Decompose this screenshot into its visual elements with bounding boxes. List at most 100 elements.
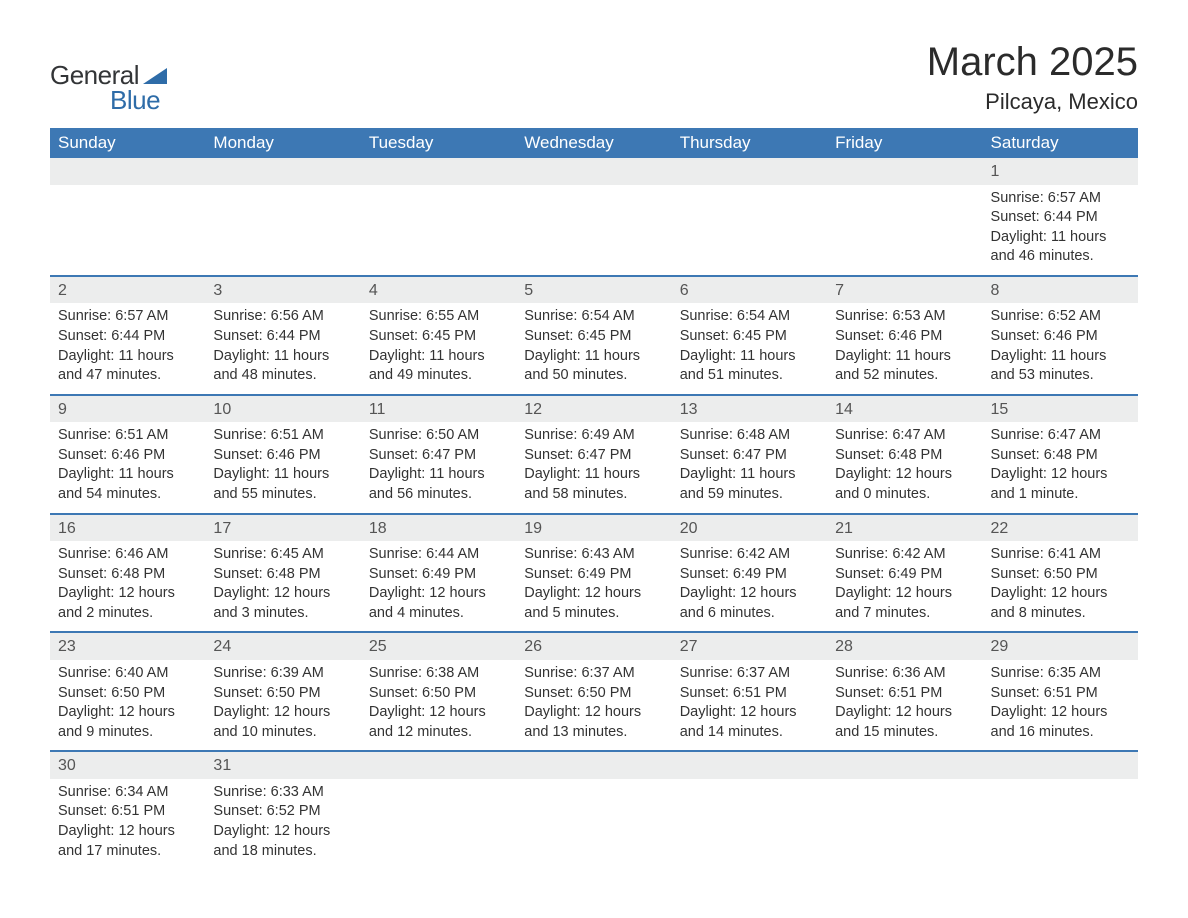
calendar-table: Sunday Monday Tuesday Wednesday Thursday… <box>50 128 1138 869</box>
day-number-cell: 30 <box>50 751 205 779</box>
day-number-cell: 12 <box>516 395 671 423</box>
day-content-cell: Sunrise: 6:44 AMSunset: 6:49 PMDaylight:… <box>361 541 516 632</box>
sunrise-text: Sunrise: 6:51 AM <box>213 426 352 446</box>
sunrise-text: Sunrise: 6:36 AM <box>835 664 974 684</box>
day-number-cell <box>983 751 1138 779</box>
day-number-cell <box>361 158 516 185</box>
day-content-cell: Sunrise: 6:37 AMSunset: 6:50 PMDaylight:… <box>516 660 671 751</box>
day-content-cell: Sunrise: 6:47 AMSunset: 6:48 PMDaylight:… <box>983 422 1138 513</box>
sunrise-text: Sunrise: 6:42 AM <box>680 545 819 565</box>
sunset-text: Sunset: 6:50 PM <box>991 565 1130 585</box>
daylight-text: Daylight: 12 hours and 5 minutes. <box>524 584 663 623</box>
day-content-cell: Sunrise: 6:57 AMSunset: 6:44 PMDaylight:… <box>50 303 205 394</box>
day-number-cell: 6 <box>672 276 827 304</box>
sunrise-text: Sunrise: 6:56 AM <box>213 307 352 327</box>
day-content-cell: Sunrise: 6:43 AMSunset: 6:49 PMDaylight:… <box>516 541 671 632</box>
sunset-text: Sunset: 6:47 PM <box>680 446 819 466</box>
daylight-text: Daylight: 12 hours and 12 minutes. <box>369 703 508 742</box>
calendar-body: 1Sunrise: 6:57 AMSunset: 6:44 PMDaylight… <box>50 158 1138 869</box>
logo-text-blue: Blue <box>110 85 160 116</box>
day-number-cell: 28 <box>827 632 982 660</box>
sunset-text: Sunset: 6:48 PM <box>991 446 1130 466</box>
sunrise-text: Sunrise: 6:44 AM <box>369 545 508 565</box>
day-number-cell: 13 <box>672 395 827 423</box>
sunset-text: Sunset: 6:45 PM <box>680 327 819 347</box>
daylight-text: Daylight: 11 hours and 49 minutes. <box>369 347 508 386</box>
logo: General Blue <box>50 60 167 116</box>
sunrise-text: Sunrise: 6:49 AM <box>524 426 663 446</box>
daylight-text: Daylight: 11 hours and 53 minutes. <box>991 347 1130 386</box>
daylight-text: Daylight: 12 hours and 3 minutes. <box>213 584 352 623</box>
sunset-text: Sunset: 6:48 PM <box>58 565 197 585</box>
day-number-cell: 2 <box>50 276 205 304</box>
sunrise-text: Sunrise: 6:45 AM <box>213 545 352 565</box>
day-number-cell: 19 <box>516 514 671 542</box>
daylight-text: Daylight: 12 hours and 18 minutes. <box>213 822 352 861</box>
sunrise-text: Sunrise: 6:54 AM <box>680 307 819 327</box>
day-content-row: Sunrise: 6:34 AMSunset: 6:51 PMDaylight:… <box>50 779 1138 869</box>
daylight-text: Daylight: 12 hours and 4 minutes. <box>369 584 508 623</box>
day-content-cell: Sunrise: 6:46 AMSunset: 6:48 PMDaylight:… <box>50 541 205 632</box>
day-number-cell: 18 <box>361 514 516 542</box>
day-number-cell: 27 <box>672 632 827 660</box>
sunset-text: Sunset: 6:51 PM <box>835 684 974 704</box>
day-number-cell: 20 <box>672 514 827 542</box>
daylight-text: Daylight: 12 hours and 6 minutes. <box>680 584 819 623</box>
logo-triangle-icon <box>143 68 167 84</box>
daylight-text: Daylight: 12 hours and 8 minutes. <box>991 584 1130 623</box>
sunrise-text: Sunrise: 6:52 AM <box>991 307 1130 327</box>
location-label: Pilcaya, Mexico <box>927 89 1138 115</box>
sunset-text: Sunset: 6:46 PM <box>213 446 352 466</box>
day-number-row: 1 <box>50 158 1138 185</box>
weekday-row: Sunday Monday Tuesday Wednesday Thursday… <box>50 128 1138 158</box>
sunrise-text: Sunrise: 6:46 AM <box>58 545 197 565</box>
day-content-cell <box>827 185 982 276</box>
day-number-cell: 23 <box>50 632 205 660</box>
day-number-row: 9101112131415 <box>50 395 1138 423</box>
daylight-text: Daylight: 12 hours and 9 minutes. <box>58 703 197 742</box>
day-number-cell <box>672 751 827 779</box>
sunrise-text: Sunrise: 6:51 AM <box>58 426 197 446</box>
daylight-text: Daylight: 11 hours and 52 minutes. <box>835 347 974 386</box>
daylight-text: Daylight: 12 hours and 13 minutes. <box>524 703 663 742</box>
sunset-text: Sunset: 6:50 PM <box>58 684 197 704</box>
daylight-text: Daylight: 12 hours and 0 minutes. <box>835 465 974 504</box>
day-number-cell: 3 <box>205 276 360 304</box>
day-number-cell: 10 <box>205 395 360 423</box>
day-number-cell: 29 <box>983 632 1138 660</box>
sunrise-text: Sunrise: 6:57 AM <box>58 307 197 327</box>
day-number-cell: 9 <box>50 395 205 423</box>
day-number-cell: 14 <box>827 395 982 423</box>
sunrise-text: Sunrise: 6:57 AM <box>991 189 1130 209</box>
sunrise-text: Sunrise: 6:55 AM <box>369 307 508 327</box>
day-number-cell: 31 <box>205 751 360 779</box>
sunrise-text: Sunrise: 6:37 AM <box>524 664 663 684</box>
calendar-head: Sunday Monday Tuesday Wednesday Thursday… <box>50 128 1138 158</box>
day-content-row: Sunrise: 6:57 AMSunset: 6:44 PMDaylight:… <box>50 303 1138 394</box>
day-content-cell: Sunrise: 6:50 AMSunset: 6:47 PMDaylight:… <box>361 422 516 513</box>
day-content-cell: Sunrise: 6:51 AMSunset: 6:46 PMDaylight:… <box>50 422 205 513</box>
day-number-row: 16171819202122 <box>50 514 1138 542</box>
weekday-header: Thursday <box>672 128 827 158</box>
sunrise-text: Sunrise: 6:35 AM <box>991 664 1130 684</box>
sunset-text: Sunset: 6:49 PM <box>680 565 819 585</box>
day-content-cell: Sunrise: 6:34 AMSunset: 6:51 PMDaylight:… <box>50 779 205 869</box>
sunrise-text: Sunrise: 6:54 AM <box>524 307 663 327</box>
day-number-cell <box>361 751 516 779</box>
sunset-text: Sunset: 6:45 PM <box>524 327 663 347</box>
sunset-text: Sunset: 6:46 PM <box>58 446 197 466</box>
daylight-text: Daylight: 11 hours and 59 minutes. <box>680 465 819 504</box>
sunset-text: Sunset: 6:49 PM <box>524 565 663 585</box>
sunset-text: Sunset: 6:51 PM <box>680 684 819 704</box>
sunrise-text: Sunrise: 6:48 AM <box>680 426 819 446</box>
day-number-cell: 26 <box>516 632 671 660</box>
sunrise-text: Sunrise: 6:50 AM <box>369 426 508 446</box>
title-block: March 2025 Pilcaya, Mexico <box>927 40 1138 115</box>
sunrise-text: Sunrise: 6:53 AM <box>835 307 974 327</box>
day-content-cell: Sunrise: 6:57 AMSunset: 6:44 PMDaylight:… <box>983 185 1138 276</box>
day-number-cell <box>827 751 982 779</box>
daylight-text: Daylight: 11 hours and 51 minutes. <box>680 347 819 386</box>
sunset-text: Sunset: 6:50 PM <box>213 684 352 704</box>
sunset-text: Sunset: 6:49 PM <box>369 565 508 585</box>
day-number-cell: 25 <box>361 632 516 660</box>
